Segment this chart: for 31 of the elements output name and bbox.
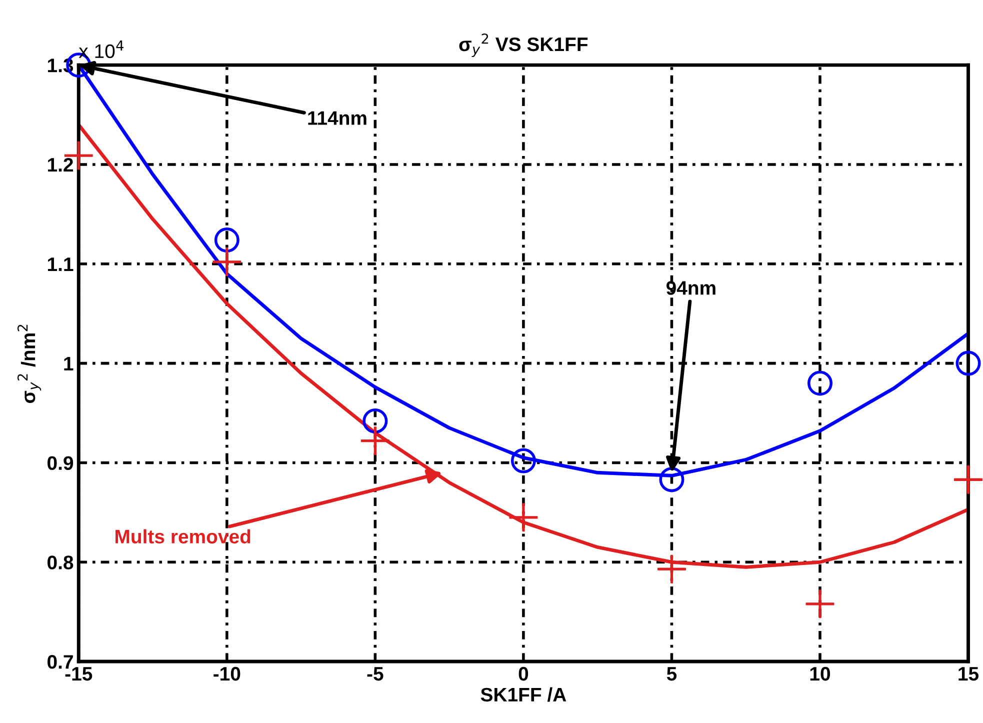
y-tick-label: 0.8 (48, 556, 74, 570)
x-tick-label: 0 (518, 666, 528, 681)
point (214, 228, 240, 253)
point (806, 590, 834, 618)
y-tick-label: 1.2 (48, 158, 74, 172)
point (657, 554, 686, 584)
point (360, 426, 390, 456)
point (659, 467, 684, 492)
point (510, 448, 536, 474)
x-tick-label: 10 (810, 666, 830, 681)
annotation: 114nm (308, 111, 366, 125)
point (362, 408, 388, 434)
point (509, 503, 538, 532)
y-tick-label: 0.7 (48, 655, 73, 669)
annotation: 94nm (666, 281, 716, 295)
x-tick-label: 15 (958, 667, 979, 681)
x-tick-label: 5 (666, 667, 677, 681)
point (954, 465, 982, 494)
annotation: Mults removed (116, 529, 250, 544)
point (956, 350, 981, 376)
point (807, 370, 832, 396)
x-axis-title: SK1FF /A (480, 687, 566, 702)
x-tick-label: -5 (367, 667, 384, 681)
chart-title: σ$_{y}$$^{2}$ VS SK1FF (459, 33, 588, 58)
point (212, 248, 242, 276)
x-tick-label: -10 (214, 666, 240, 681)
y-axis-title: σ$_{y}$$^{2}$ /nm$^{2}$ (17, 324, 42, 403)
y-tick-label: 1 (64, 356, 74, 370)
y-tick-label: 1.1 (48, 258, 74, 271)
y-tick-label: 0.9 (48, 456, 74, 470)
x-tick-label: -15 (65, 667, 92, 681)
